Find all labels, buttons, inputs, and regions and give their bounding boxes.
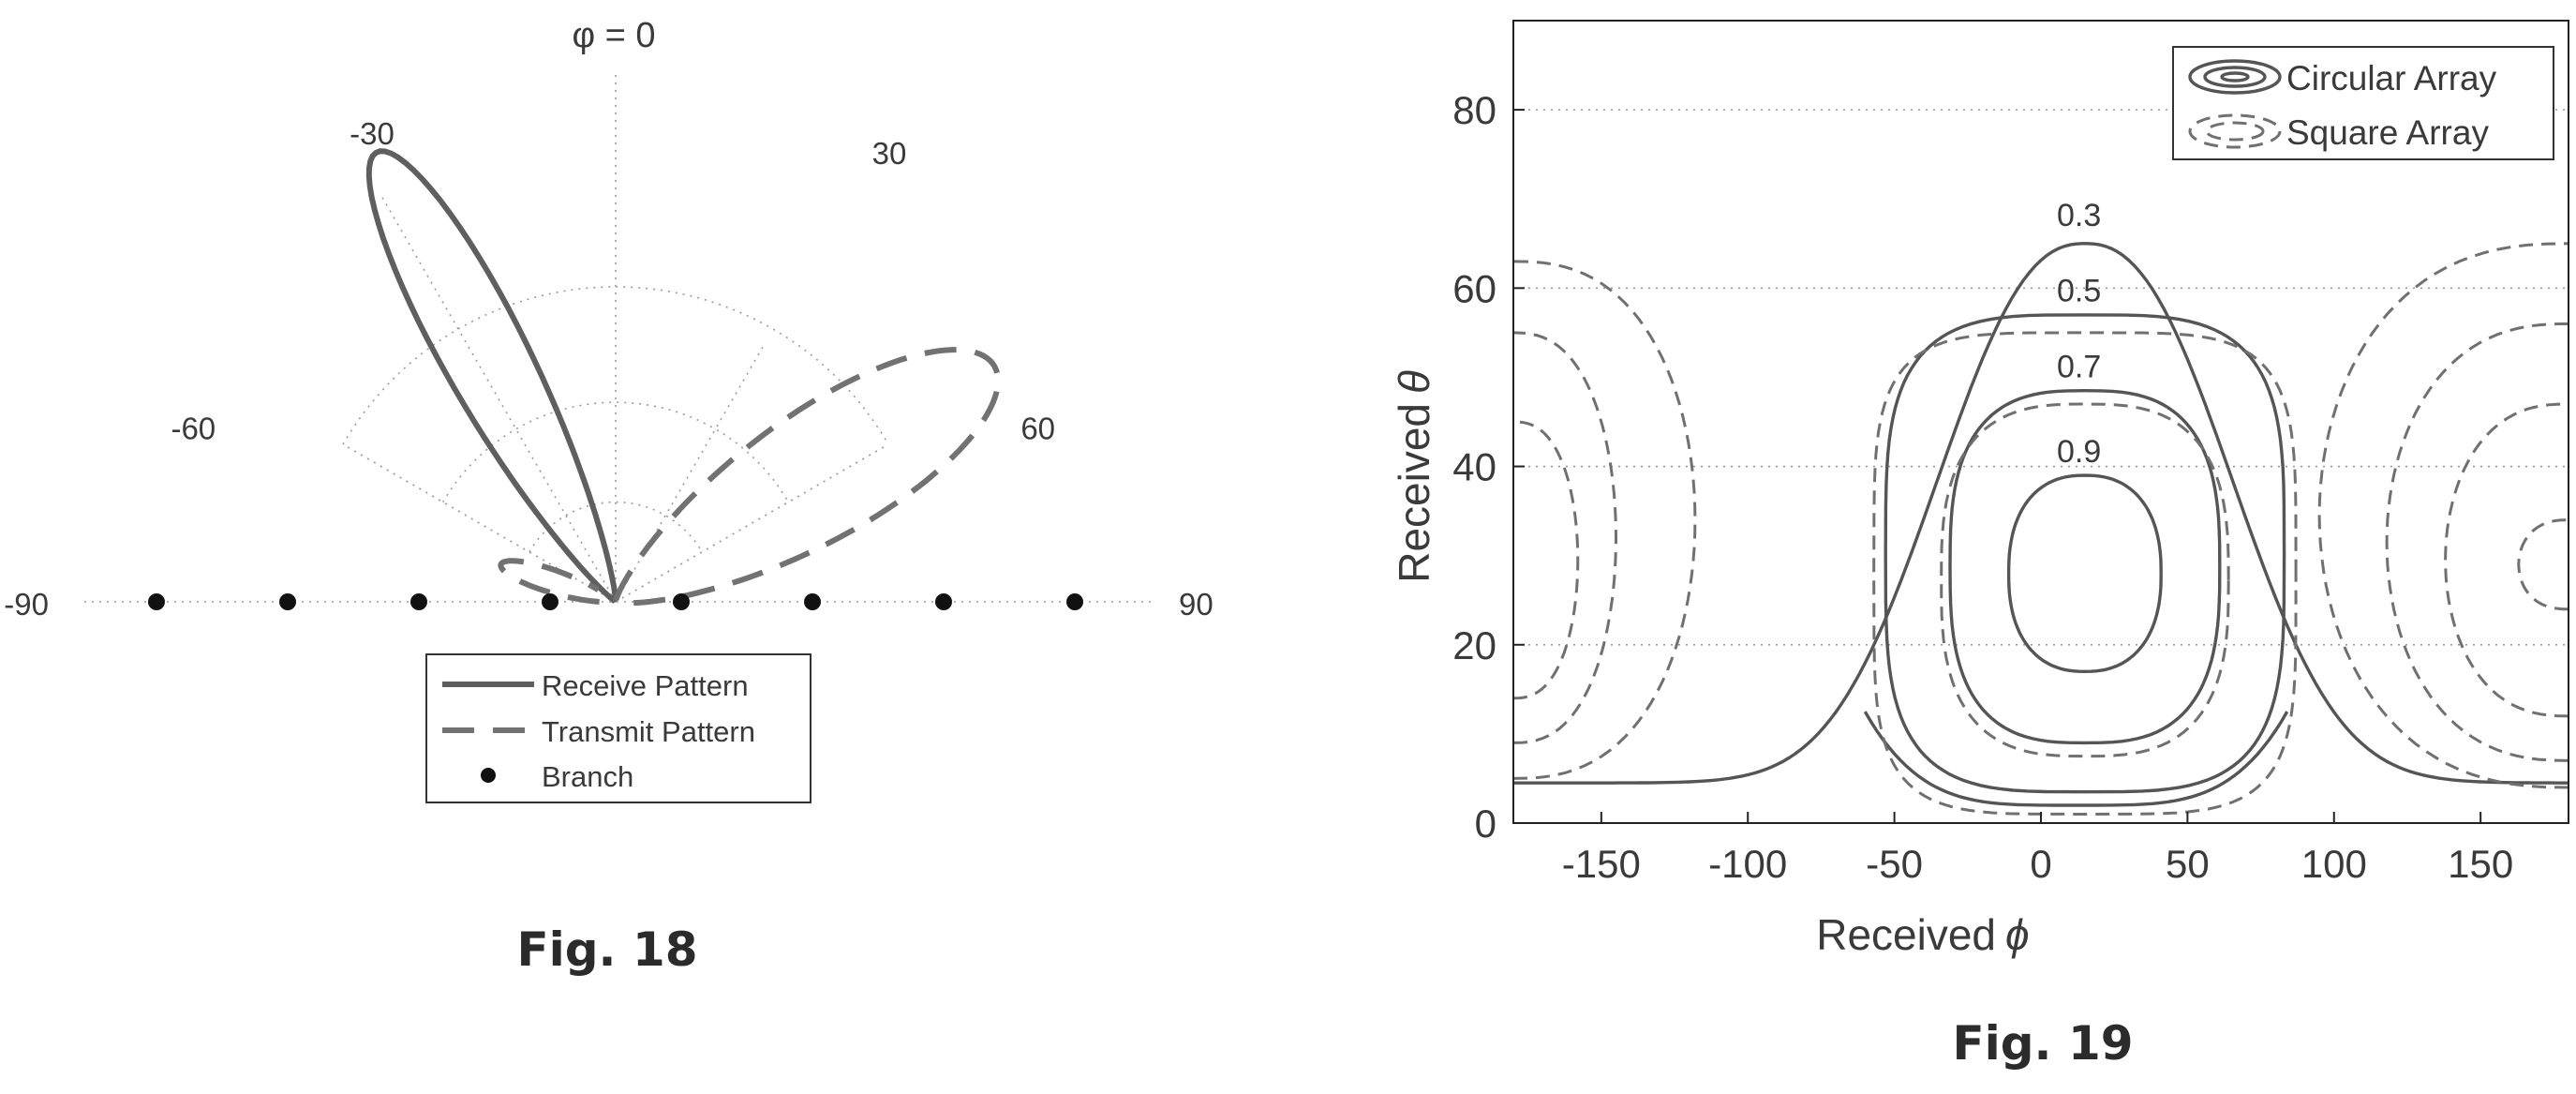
legend-receive-label: Receive Pattern: [542, 669, 749, 702]
polar-angle-ticks: -90 -60 -30 30 60 90: [4, 116, 1213, 622]
contour-level-labels: 0.3 0.5 0.7 0.9: [2057, 198, 2101, 470]
legend-transmit-label: Transmit Pattern: [542, 715, 755, 748]
contour-y-axis-symbol: θ: [1390, 370, 1438, 394]
contour-square-center-outer: [1872, 331, 2298, 817]
transmit-pattern-curve: [498, 347, 1001, 607]
contour-chart: 0.3 0.5 0.7 0.9 -150 -100 -50 0 50 100 150 0 20 40 6…: [1390, 20, 2569, 1071]
contour-y-tick-label: 60: [1452, 266, 1496, 310]
polar-angle-tick-label: -90: [4, 587, 49, 622]
legend-square-swatch-inner: [2205, 121, 2265, 142]
legend-circular-label: Circular Array: [2286, 59, 2497, 97]
contour-curves: [1512, 242, 2569, 817]
contour-y-axis-label-group: Received θ: [1390, 370, 1438, 583]
legend-branch-swatch: [481, 768, 496, 783]
branch-marker: [410, 593, 427, 610]
branch-marker: [1066, 593, 1083, 610]
polar-grid-spoke: [615, 443, 889, 603]
contour-square-right-lobe: [2385, 322, 2569, 762]
contour-circular-0.3-lower: [1863, 711, 2289, 807]
polar-grid: [84, 70, 1151, 603]
contour-y-tick-label: 40: [1452, 445, 1496, 489]
legend-circular-swatch: [2188, 59, 2282, 95]
contour-y-tick-label: 0: [1475, 802, 1496, 846]
contour-x-axis-symbol: ϕ: [2005, 910, 2030, 959]
contour-x-tick-label: 100: [2301, 842, 2367, 886]
contour-y-ticks: 0 20 40 60 80: [1452, 88, 1525, 846]
branch-marker: [279, 593, 296, 610]
contour-level-label: 0.7: [2057, 349, 2101, 384]
contour-circular-0.9: [2006, 473, 2163, 674]
contour-square-left-lobe: [1512, 331, 1618, 744]
contour-x-tick-label: 50: [2166, 842, 2210, 886]
polar-angle-tick-label: 30: [872, 136, 907, 171]
contour-square-right-lobe: [2517, 518, 2569, 611]
contour-level-label: 0.5: [2057, 274, 2101, 309]
contour-circular-0.3: [1513, 242, 2569, 785]
legend-circular-swatch-inner: [2203, 66, 2267, 88]
polar-legend: Receive Pattern Transmit Pattern Branch: [425, 653, 812, 803]
contour-square-right-lobe: [2317, 242, 2569, 789]
fig19-caption: Fig. 19: [1952, 1016, 2133, 1071]
polar-angle-tick-label: -30: [350, 116, 395, 151]
branch-marker: [673, 593, 690, 610]
contour-circular-0.7: [1948, 388, 2222, 745]
polar-grid-spoke: [615, 347, 764, 603]
contour-y-tick-label: 80: [1452, 88, 1496, 132]
contour-x-tick-label: -100: [1708, 842, 1787, 886]
polar-grid-spoke: [342, 443, 617, 603]
contour-square-left-lobe: [1512, 420, 1580, 700]
receive-pattern-curve: [365, 148, 618, 604]
contour-square-right-lobe: [2444, 402, 2569, 718]
contour-x-tick-label: -50: [1866, 842, 1923, 886]
contour-x-tick-label: 0: [2030, 842, 2051, 886]
contour-level-label: 0.9: [2057, 434, 2101, 470]
polar-angle-tick-label: 60: [1020, 411, 1055, 445]
branch-markers: [148, 593, 1083, 610]
branch-marker: [148, 593, 165, 610]
branch-marker: [542, 593, 558, 610]
contour-circular-0.5: [1884, 313, 2286, 794]
contour-x-axis-label: Received: [1816, 910, 1996, 959]
contour-x-tick-label: 150: [2448, 842, 2513, 886]
contour-legend: Circular Array Square Array: [2172, 46, 2554, 160]
contour-x-ticks: -150 -100 -50 0 50 100 150: [1562, 812, 2513, 886]
contour-level-label: 0.3: [2057, 198, 2101, 233]
branch-marker: [804, 593, 821, 610]
polar-angle-tick-label: -60: [171, 411, 216, 445]
legend-branch-label: Branch: [542, 760, 633, 793]
contour-y-tick-label: 20: [1452, 623, 1496, 667]
contour-y-axis-label: Received: [1390, 403, 1438, 583]
fig18-caption: Fig. 18: [516, 922, 697, 977]
contour-square-left-lobe: [1512, 260, 1697, 780]
branch-marker: [935, 593, 952, 610]
polar-angle-tick-label: 90: [1179, 587, 1214, 622]
contour-x-tick-label: -150: [1562, 842, 1641, 886]
polar-pattern-chart: -90 -60 -30 30 60 90 φ = 0 Receive Pattern Tr…: [4, 16, 1213, 977]
legend-square-swatch: [2188, 113, 2282, 149]
polar-phi-zero-label: φ = 0: [572, 16, 655, 55]
legend-circular-swatch-core: [2220, 71, 2250, 82]
legend-square-label: Square Array: [2286, 113, 2489, 152]
polar-grid-spoke: [379, 192, 617, 603]
